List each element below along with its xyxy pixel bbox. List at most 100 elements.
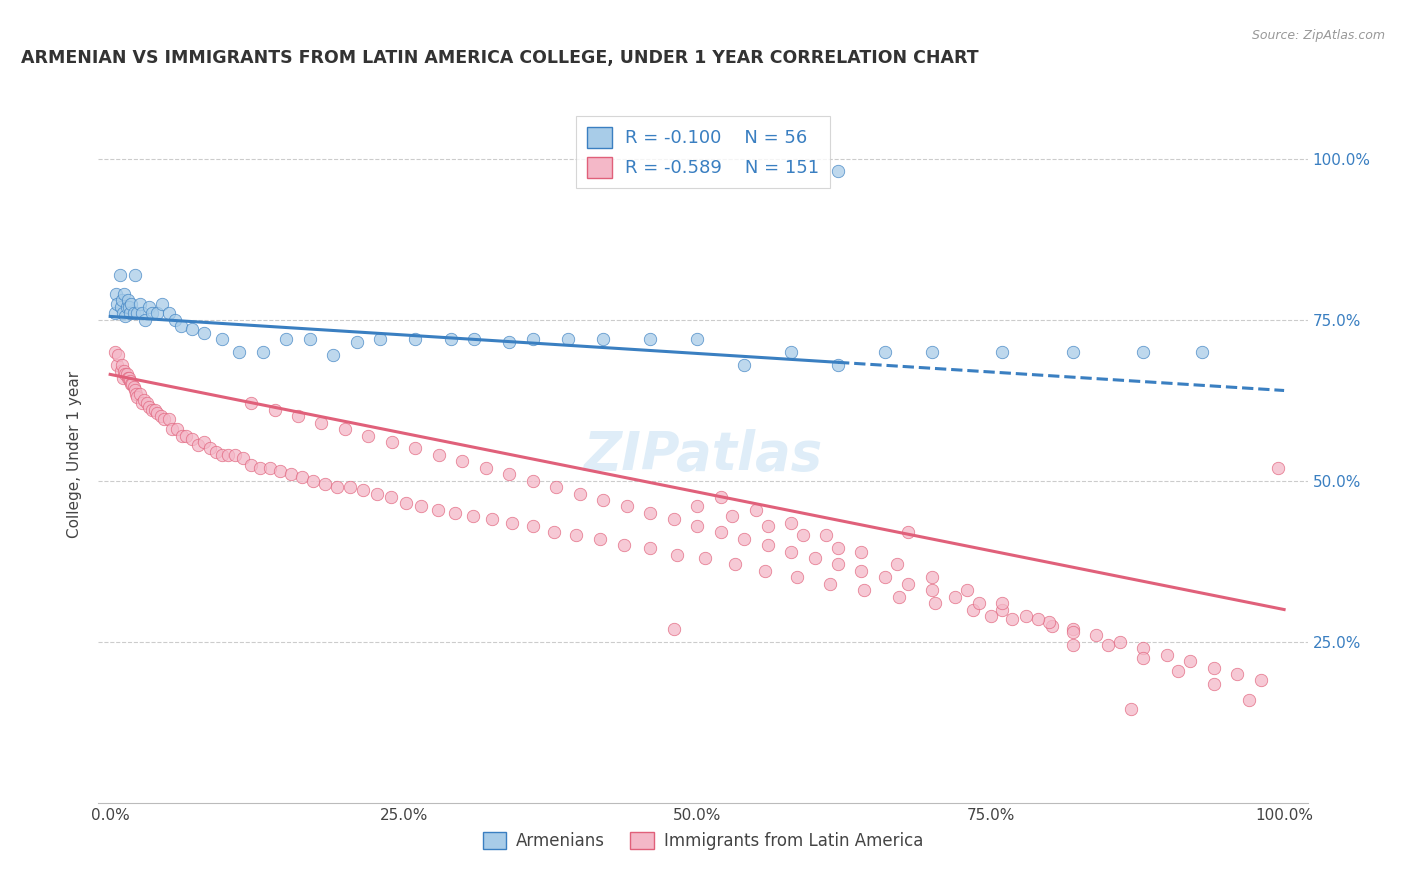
Point: [138, 300, 160, 314]
Point: [1191, 344, 1213, 359]
Point: [475, 460, 498, 475]
Point: [756, 538, 779, 552]
Point: [114, 310, 136, 324]
Point: [404, 442, 426, 456]
Point: [827, 558, 849, 572]
Point: [146, 406, 169, 420]
Point: [187, 438, 209, 452]
Point: [149, 409, 172, 424]
Point: [118, 370, 141, 384]
Point: [117, 293, 139, 308]
Point: [589, 532, 612, 546]
Point: [1026, 612, 1049, 626]
Point: [780, 344, 803, 359]
Point: [638, 506, 661, 520]
Point: [924, 596, 946, 610]
Point: [198, 442, 221, 456]
Point: [724, 558, 747, 572]
Point: [638, 541, 661, 556]
Point: [170, 428, 193, 442]
Point: [287, 409, 309, 424]
Point: [873, 570, 896, 584]
Point: [827, 541, 849, 556]
Point: [522, 474, 544, 488]
Point: [666, 548, 689, 562]
Point: [104, 306, 127, 320]
Point: [211, 332, 233, 346]
Point: [111, 358, 134, 372]
Point: [143, 402, 166, 417]
Y-axis label: College, Under 1 year: College, Under 1 year: [67, 371, 83, 539]
Point: [120, 374, 142, 388]
Point: [962, 602, 984, 616]
Point: [1062, 638, 1084, 652]
Point: [592, 332, 614, 346]
Point: [921, 344, 943, 359]
Point: [107, 348, 129, 362]
Point: [463, 332, 485, 346]
Point: [280, 467, 302, 482]
Point: [733, 358, 755, 372]
Point: [112, 286, 135, 301]
Point: [193, 435, 215, 450]
Point: [135, 396, 157, 410]
Point: [120, 377, 142, 392]
Point: [616, 500, 638, 514]
Point: [991, 596, 1014, 610]
Point: [1237, 692, 1260, 706]
Point: [131, 306, 153, 320]
Point: [108, 268, 131, 282]
Point: [638, 332, 661, 346]
Point: [193, 326, 215, 340]
Point: [1062, 622, 1084, 636]
Point: [498, 335, 520, 350]
Point: [141, 306, 163, 320]
Point: [991, 602, 1014, 616]
Point: [827, 164, 849, 178]
Text: Source: ZipAtlas.com: Source: ZipAtlas.com: [1251, 29, 1385, 42]
Point: [851, 544, 873, 558]
Point: [1132, 344, 1154, 359]
Point: [1180, 654, 1202, 668]
Point: [141, 402, 163, 417]
Point: [1097, 638, 1119, 652]
Point: [1001, 612, 1024, 626]
Point: [686, 500, 709, 514]
Point: [721, 509, 744, 524]
Point: [803, 551, 825, 566]
Point: [565, 528, 588, 542]
Point: [105, 358, 128, 372]
Point: [131, 396, 153, 410]
Point: [232, 451, 254, 466]
Point: [121, 377, 143, 392]
Point: [873, 344, 896, 359]
Point: [754, 564, 776, 578]
Point: [127, 390, 149, 404]
Point: [269, 464, 291, 478]
Point: [146, 306, 169, 320]
Point: [662, 512, 685, 526]
Point: [557, 332, 579, 346]
Point: [290, 470, 312, 484]
Point: [1085, 628, 1108, 642]
Point: [333, 422, 356, 436]
Legend: Armenians, Immigrants from Latin America: Armenians, Immigrants from Latin America: [477, 826, 929, 857]
Point: [138, 400, 160, 414]
Point: [921, 583, 943, 598]
Point: [211, 448, 233, 462]
Point: [745, 502, 768, 516]
Point: [427, 448, 450, 462]
Point: [815, 528, 838, 542]
Point: [352, 483, 374, 498]
Point: [339, 480, 361, 494]
Point: [276, 332, 298, 346]
Point: [498, 467, 520, 482]
Point: [228, 344, 250, 359]
Point: [792, 528, 814, 542]
Point: [134, 312, 156, 326]
Point: [1267, 460, 1289, 475]
Point: [134, 393, 156, 408]
Point: [252, 344, 274, 359]
Point: [522, 332, 544, 346]
Point: [157, 412, 180, 426]
